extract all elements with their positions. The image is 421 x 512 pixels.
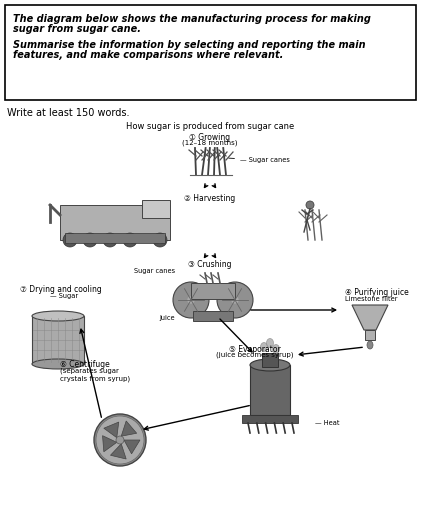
Bar xyxy=(193,311,233,321)
Circle shape xyxy=(217,282,253,318)
Circle shape xyxy=(94,414,146,466)
Text: Limestone filter: Limestone filter xyxy=(345,296,397,302)
Text: ④ Purifying juice: ④ Purifying juice xyxy=(345,288,409,297)
Text: sugar from sugar cane.: sugar from sugar cane. xyxy=(13,24,141,34)
Bar xyxy=(5,5,416,100)
Circle shape xyxy=(188,297,194,303)
Circle shape xyxy=(107,237,113,243)
Bar xyxy=(262,353,278,367)
Bar xyxy=(191,283,235,299)
Text: features, and make comparisons where relevant.: features, and make comparisons where rel… xyxy=(13,50,283,60)
Polygon shape xyxy=(352,305,388,330)
Text: — Heat: — Heat xyxy=(315,420,339,426)
Polygon shape xyxy=(110,444,126,459)
Circle shape xyxy=(87,237,93,243)
Text: (separates sugar: (separates sugar xyxy=(60,368,119,374)
Text: (12–18 months): (12–18 months) xyxy=(182,140,238,146)
Circle shape xyxy=(157,237,163,243)
Text: ⑦ Drying and cooling: ⑦ Drying and cooling xyxy=(20,285,102,294)
Polygon shape xyxy=(104,422,119,438)
Circle shape xyxy=(173,282,209,318)
Bar xyxy=(65,233,165,243)
Text: Juice: Juice xyxy=(160,315,175,321)
Bar xyxy=(365,330,375,340)
Circle shape xyxy=(123,233,137,247)
Ellipse shape xyxy=(266,338,274,348)
Bar xyxy=(250,365,290,415)
Text: The diagram below shows the manufacturing process for making: The diagram below shows the manufacturin… xyxy=(13,14,371,24)
Text: Summarise the information by selecting and reporting the main: Summarise the information by selecting a… xyxy=(13,40,365,50)
Text: — Sugar: — Sugar xyxy=(50,293,78,299)
Circle shape xyxy=(127,237,133,243)
Text: Write at least 150 words.: Write at least 150 words. xyxy=(7,108,130,118)
Ellipse shape xyxy=(272,345,280,353)
Text: (juice becomes syrup): (juice becomes syrup) xyxy=(216,352,294,358)
Text: How sugar is produced from sugar cane: How sugar is produced from sugar cane xyxy=(126,122,294,131)
Circle shape xyxy=(67,237,73,243)
Bar xyxy=(32,316,84,364)
Circle shape xyxy=(103,233,117,247)
Text: ⑤ Evaporator: ⑤ Evaporator xyxy=(229,345,281,354)
Text: crystals from syrup): crystals from syrup) xyxy=(60,376,130,382)
Polygon shape xyxy=(121,421,137,436)
Text: ② Harvesting: ② Harvesting xyxy=(184,194,236,203)
Text: ③ Crushing: ③ Crushing xyxy=(188,260,232,269)
Text: ① Growing: ① Growing xyxy=(189,133,231,142)
Polygon shape xyxy=(103,436,117,452)
Polygon shape xyxy=(124,440,140,454)
Circle shape xyxy=(63,233,77,247)
Circle shape xyxy=(153,233,167,247)
Text: — Sugar canes: — Sugar canes xyxy=(229,157,290,163)
Circle shape xyxy=(116,436,124,444)
Ellipse shape xyxy=(250,359,290,371)
Text: Sugar canes: Sugar canes xyxy=(134,268,175,274)
Bar xyxy=(60,205,170,240)
Circle shape xyxy=(96,416,144,464)
Circle shape xyxy=(306,201,314,209)
Bar xyxy=(242,415,298,423)
Ellipse shape xyxy=(32,359,84,369)
Circle shape xyxy=(83,233,97,247)
Ellipse shape xyxy=(261,343,267,352)
Ellipse shape xyxy=(367,341,373,349)
Text: ⑥ Centrifuge: ⑥ Centrifuge xyxy=(60,360,110,369)
Circle shape xyxy=(232,297,238,303)
Bar xyxy=(142,200,170,218)
Ellipse shape xyxy=(32,311,84,321)
